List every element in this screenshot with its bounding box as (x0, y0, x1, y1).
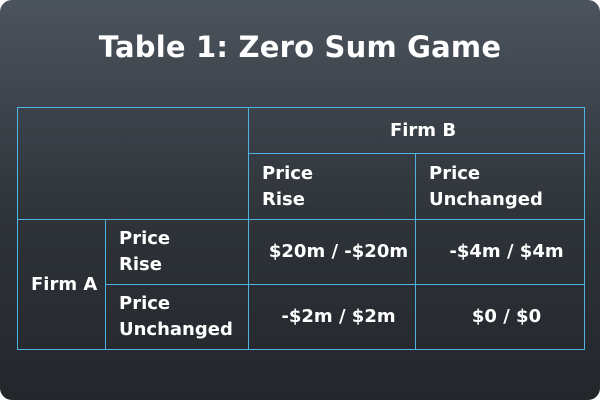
table-title: Table 1: Zero Sum Game (98, 30, 502, 64)
row-strategy-price-rise: Price Rise (105, 219, 249, 285)
row-strategy-line: Price (119, 228, 171, 249)
column-strategy-line: Price (262, 162, 314, 184)
row-strategy-line: Unchanged (119, 319, 233, 340)
column-player-header: Firm B (248, 107, 585, 154)
column-strategy-price-rise: Price Rise (248, 153, 416, 220)
column-strategy-line: Rise (262, 188, 305, 210)
row-player-header: Firm A (17, 219, 106, 350)
empty-corner-cell (17, 107, 249, 220)
payoff-cell: $20m / -$20m (248, 219, 416, 285)
row-strategy-line: Price (119, 293, 171, 314)
row-strategy-line: Rise (119, 254, 162, 275)
column-strategy-line: Unchanged (429, 188, 543, 210)
payoff-cell: -$4m / $4m (415, 219, 585, 285)
payoff-cell: $0 / $0 (415, 284, 585, 350)
row-strategy-price-unchanged: Price Unchanged (105, 284, 249, 350)
payoff-cell: -$2m / $2m (248, 284, 416, 350)
payoff-table: Firm B Price Rise Price Unchanged Firm A… (17, 107, 585, 350)
column-strategy-price-unchanged: Price Unchanged (415, 153, 585, 220)
column-strategy-line: Price (429, 162, 481, 184)
